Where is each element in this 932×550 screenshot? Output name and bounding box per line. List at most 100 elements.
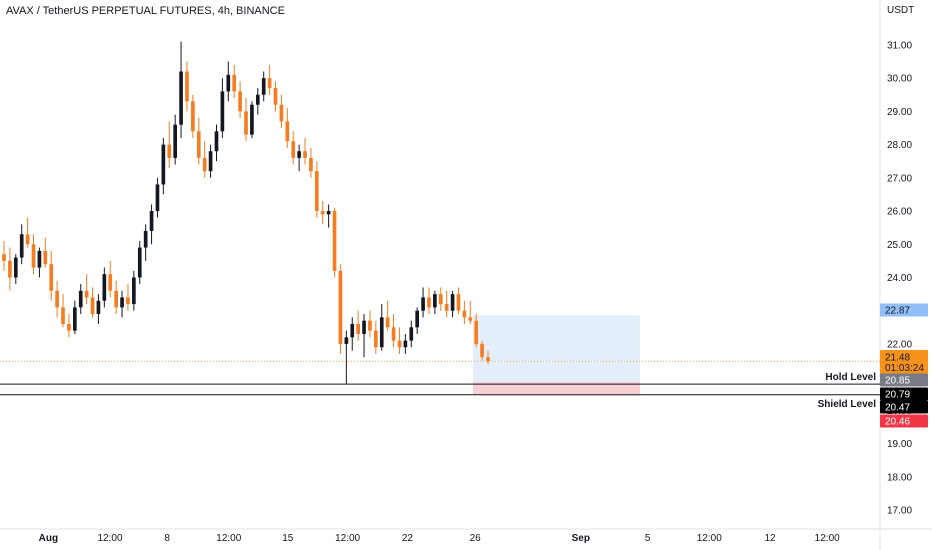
candle bbox=[179, 41, 183, 138]
price-tick-label: 27.00 bbox=[887, 173, 912, 184]
candle bbox=[291, 131, 296, 165]
candle bbox=[326, 204, 331, 228]
candle bbox=[214, 124, 219, 162]
candle bbox=[67, 314, 71, 338]
time-tick-label: 22 bbox=[402, 533, 414, 544]
candle bbox=[320, 201, 325, 225]
candle bbox=[279, 94, 284, 128]
candle bbox=[137, 240, 142, 285]
time-tick-label: Sep bbox=[572, 533, 590, 544]
level-label: Hold Level bbox=[825, 372, 876, 383]
svg-text:01:03:24: 01:03:24 bbox=[885, 363, 924, 374]
candle bbox=[415, 307, 420, 334]
hold-price-tag: 20.79 bbox=[880, 387, 928, 401]
candle bbox=[185, 61, 189, 112]
candle bbox=[8, 247, 12, 291]
candle bbox=[155, 177, 160, 218]
candle bbox=[374, 320, 378, 354]
candle bbox=[362, 314, 366, 358]
candle bbox=[486, 350, 490, 364]
position-zones bbox=[473, 315, 640, 396]
candle bbox=[84, 274, 89, 305]
candle bbox=[255, 88, 260, 115]
price-tick-label: 26.00 bbox=[887, 207, 912, 218]
target-price-tag: 22.87 bbox=[880, 303, 928, 317]
candle bbox=[427, 287, 431, 315]
candle bbox=[350, 317, 355, 351]
candle bbox=[297, 144, 301, 172]
candle bbox=[303, 137, 307, 165]
candle bbox=[226, 61, 231, 102]
candle bbox=[285, 108, 290, 148]
candle bbox=[149, 204, 154, 245]
candle bbox=[433, 290, 437, 315]
stop-zone[interactable] bbox=[473, 382, 640, 396]
candle bbox=[202, 141, 207, 178]
candle bbox=[450, 290, 455, 318]
candle bbox=[368, 310, 372, 338]
price-tick-label: 30.00 bbox=[887, 74, 912, 85]
candle bbox=[25, 217, 30, 248]
time-tick-label: 12:00 bbox=[216, 533, 241, 544]
price-tick-label: 25.00 bbox=[887, 240, 912, 251]
candle bbox=[143, 224, 148, 261]
candle bbox=[108, 260, 113, 298]
time-tick-label: 8 bbox=[164, 533, 170, 544]
time-tick-label: 5 bbox=[645, 533, 651, 544]
candle bbox=[37, 247, 42, 278]
candle bbox=[344, 330, 349, 384]
candle bbox=[161, 137, 166, 195]
candle bbox=[114, 280, 118, 315]
candle bbox=[468, 300, 473, 324]
candle bbox=[196, 118, 201, 165]
price-tick-label: 22.00 bbox=[887, 339, 912, 350]
candle bbox=[220, 78, 225, 138]
candles-layer bbox=[2, 41, 490, 384]
svg-text:20.46: 20.46 bbox=[885, 417, 910, 428]
candle bbox=[167, 121, 172, 168]
candle bbox=[267, 64, 272, 95]
svg-text:20.79: 20.79 bbox=[885, 390, 910, 401]
candle bbox=[409, 320, 414, 348]
candle bbox=[19, 224, 24, 265]
time-tick-label: 12:00 bbox=[335, 533, 360, 544]
candle bbox=[13, 254, 18, 285]
price-tick-label: 19.00 bbox=[887, 439, 912, 450]
price-axis[interactable]: 31.00 30.00 29.00 28.00 27.00 26.00 25.00 24.00… bbox=[887, 40, 912, 516]
candle bbox=[462, 300, 467, 324]
candle bbox=[356, 310, 360, 341]
svg-text:22.87: 22.87 bbox=[885, 306, 910, 317]
candle bbox=[273, 81, 278, 112]
price-tick-label: 18.00 bbox=[887, 472, 912, 483]
candle bbox=[126, 284, 130, 311]
candle bbox=[403, 333, 408, 354]
price-tick-label: 28.00 bbox=[887, 140, 912, 151]
candle bbox=[49, 250, 54, 301]
candle bbox=[191, 94, 195, 138]
candle bbox=[96, 294, 101, 324]
time-axis[interactable]: Aug 12:00 8 12:00 15 12:00 22 26 Sep 5 12:00 12 12:0… bbox=[39, 533, 840, 544]
target-zone[interactable] bbox=[473, 315, 640, 383]
candle bbox=[379, 304, 384, 351]
time-tick-label: 15 bbox=[282, 533, 294, 544]
candle bbox=[55, 280, 59, 318]
candle bbox=[31, 234, 36, 275]
candle bbox=[338, 264, 343, 354]
svg-text:20.85: 20.85 bbox=[885, 376, 910, 387]
candle bbox=[314, 161, 319, 218]
candle bbox=[474, 314, 479, 348]
candle bbox=[78, 284, 83, 315]
candle bbox=[61, 294, 65, 328]
time-tick-label: 12:00 bbox=[97, 533, 122, 544]
candle bbox=[232, 64, 237, 99]
time-tick-label: 12:00 bbox=[815, 533, 840, 544]
stop-price-tag: 20.46 bbox=[880, 414, 928, 428]
candle bbox=[456, 287, 461, 315]
candle bbox=[332, 207, 337, 278]
candle bbox=[43, 237, 48, 268]
symbol-title: AVAX / TetherUS PERPETUAL FUTURES, 4h, B… bbox=[6, 5, 285, 17]
candle bbox=[444, 290, 449, 318]
svg-text:21.48: 21.48 bbox=[885, 353, 910, 364]
